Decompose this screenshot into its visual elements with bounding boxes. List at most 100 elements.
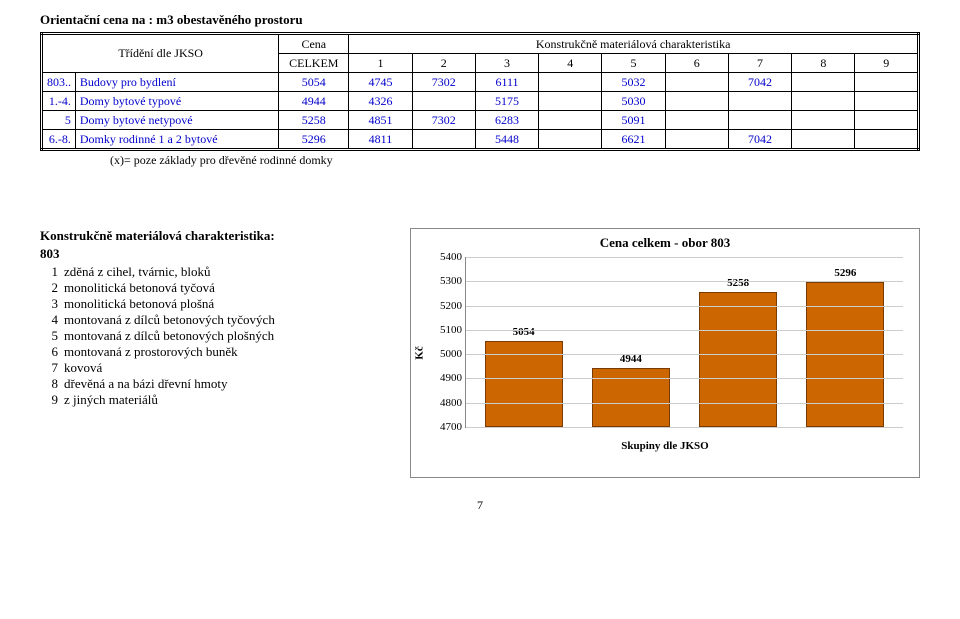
row-celkem: 5054: [279, 73, 349, 92]
chart-xlabel: Skupiny dle JKSO: [419, 440, 911, 452]
chart-bar-label: 5258: [727, 277, 749, 289]
chart-ytick: 5200: [424, 300, 462, 312]
row-number: 1.-4.: [42, 92, 76, 111]
legend: Konstrukčně materiálová charakteristika:…: [40, 228, 380, 478]
table-row: 803..Budovy pro bydlení5054474573026111 5…: [42, 73, 919, 92]
row-cell: [792, 130, 855, 150]
chart-bar-label: 5296: [834, 267, 856, 279]
legend-item-num: 8: [40, 376, 58, 392]
chart-bar: 4944: [591, 368, 671, 427]
main-table: Třídění dle JKSO Cena Konstrukčně materi…: [40, 32, 920, 151]
row-celkem: 4944: [279, 92, 349, 111]
row-number: 803..: [42, 73, 76, 92]
legend-item: 3monolitická betonová plošná: [40, 296, 380, 312]
row-cell: 4811: [349, 130, 412, 150]
chart-ytick: 5000: [424, 348, 462, 360]
row-number: 5: [42, 111, 76, 130]
row-cell: 5091: [602, 111, 665, 130]
row-celkem: 5258: [279, 111, 349, 130]
chart-ytick: 4800: [424, 397, 462, 409]
row-cell: [665, 111, 728, 130]
row-cell: 5175: [475, 92, 538, 111]
legend-heading: Konstrukčně materiálová charakteristika:: [40, 228, 380, 244]
row-cell: 5032: [602, 73, 665, 92]
row-cell: 7302: [412, 73, 475, 92]
row-cell: 4745: [349, 73, 412, 92]
table-row: 1.-4.Domy bytové typové49444326 5175 5030: [42, 92, 919, 111]
row-cell: 7042: [728, 73, 791, 92]
legend-item: 8 dřevěná a na bázi dřevní hmoty: [40, 376, 380, 392]
row-cell: [855, 73, 919, 92]
row-cell: 4326: [349, 92, 412, 111]
legend-item-text: z jiných materiálů: [64, 392, 158, 408]
row-cell: [728, 111, 791, 130]
chart-gridline: [466, 378, 903, 379]
row-cell: [728, 92, 791, 111]
header-left: Třídění dle JKSO: [42, 34, 279, 73]
row-cell: [855, 130, 919, 150]
chart-gridline: [466, 306, 903, 307]
legend-item: 2monolitická betonová tyčová: [40, 280, 380, 296]
row-cell: [539, 92, 602, 111]
chart-plot-area: 5054494452585296 47004800490050005100520…: [465, 257, 903, 428]
chart-ytick: 5100: [424, 324, 462, 336]
header-col: 9: [855, 54, 919, 73]
row-label: Domy bytové netypové: [75, 111, 278, 130]
row-number: 6.-8.: [42, 130, 76, 150]
row-cell: 5448: [475, 130, 538, 150]
row-cell: [855, 111, 919, 130]
legend-item-text: monolitická betonová tyčová: [64, 280, 215, 296]
table-row: 5Domy bytové netypové5258485173026283509…: [42, 111, 919, 130]
chart-ytick: 5400: [424, 251, 462, 263]
header-col: 5: [602, 54, 665, 73]
chart-ytick: 4900: [424, 372, 462, 384]
legend-item-text: dřevěná a na bázi dřevní hmoty: [64, 376, 228, 392]
row-cell: [792, 73, 855, 92]
legend-item-num: 9: [40, 392, 58, 408]
legend-item-num: 1: [40, 264, 58, 280]
legend-item: 7kovová: [40, 360, 380, 376]
chart-bars: 5054494452585296: [466, 257, 903, 427]
legend-item: 4montovaná z dílců betonových tyčových: [40, 312, 380, 328]
header-col: 3: [475, 54, 538, 73]
header-col: 1: [349, 54, 412, 73]
legend-item-num: 5: [40, 328, 58, 344]
header-right: Konstrukčně materiálová charakteristika: [349, 34, 919, 54]
header-cena: Cena: [279, 34, 349, 54]
legend-item-text: montovaná z dílců betonových plošných: [64, 328, 274, 344]
header-col: 7: [728, 54, 791, 73]
legend-item: 5 montovaná z dílců betonových plošných: [40, 328, 380, 344]
chart: Cena celkem - obor 803 Kč 50544944525852…: [410, 228, 920, 478]
row-cell: 6283: [475, 111, 538, 130]
header-col: 8: [792, 54, 855, 73]
chart-gridline: [466, 330, 903, 331]
legend-item: 1 zděná z cihel, tvárnic, bloků: [40, 264, 380, 280]
legend-item-text: monolitická betonová plošná: [64, 296, 214, 312]
row-cell: [412, 92, 475, 111]
table-header-row-1: Třídění dle JKSO Cena Konstrukčně materi…: [42, 34, 919, 54]
row-cell: 5030: [602, 92, 665, 111]
legend-item-text: montovaná z dílců betonových tyčových: [64, 312, 275, 328]
row-cell: [665, 92, 728, 111]
row-cell: [792, 111, 855, 130]
header-col: 4: [539, 54, 602, 73]
row-label: Budovy pro bydlení: [75, 73, 278, 92]
row-cell: [665, 130, 728, 150]
row-label: Domy bytové typové: [75, 92, 278, 111]
legend-item-num: 6: [40, 344, 58, 360]
table-row: 6.-8.Domky rodinné 1 a 2 bytové529648115…: [42, 130, 919, 150]
row-cell: [665, 73, 728, 92]
legend-item-text: zděná z cihel, tvárnic, bloků: [64, 264, 211, 280]
row-cell: 7302: [412, 111, 475, 130]
row-cell: 7042: [728, 130, 791, 150]
chart-ytick: 4700: [424, 421, 462, 433]
row-cell: [539, 73, 602, 92]
row-cell: 6111: [475, 73, 538, 92]
chart-gridline: [466, 257, 903, 258]
chart-gridline: [466, 403, 903, 404]
chart-bar: 5258: [698, 292, 778, 428]
row-label: Domky rodinné 1 a 2 bytové: [75, 130, 278, 150]
legend-code: 803: [40, 246, 380, 262]
chart-gridline: [466, 281, 903, 282]
page-number: 7: [40, 498, 920, 513]
